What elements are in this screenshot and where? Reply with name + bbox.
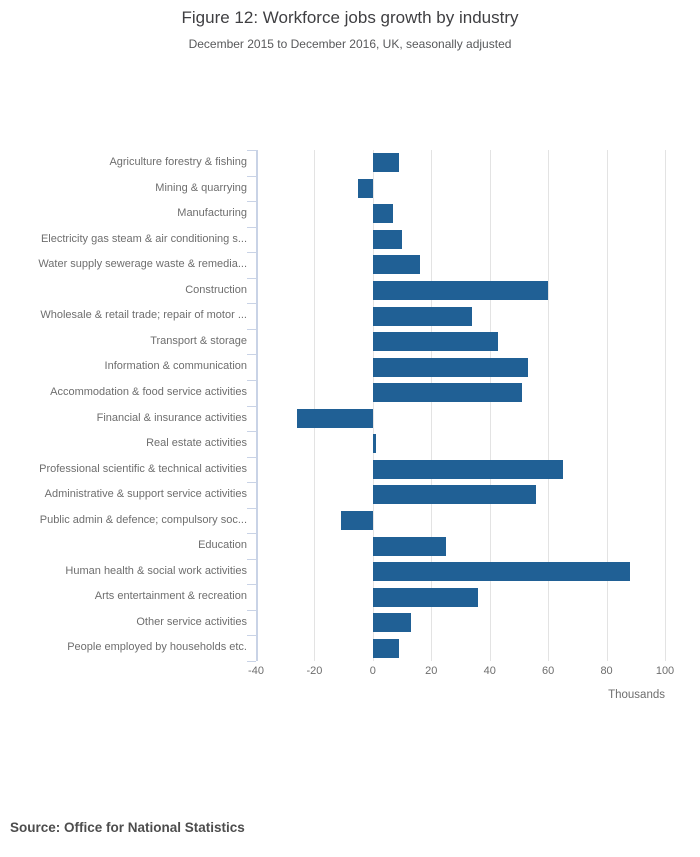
bar <box>372 434 376 454</box>
y-axis-tick <box>247 456 256 458</box>
category-label: Public admin & defence; compulsory soc..… <box>39 513 247 526</box>
x-tick-label: -40 <box>248 665 264 677</box>
x-tick-label: 60 <box>542 665 555 677</box>
x-axis-title: Thousands <box>608 689 665 701</box>
category-label: Financial & insurance activities <box>96 411 247 424</box>
y-axis-tick <box>247 226 256 228</box>
category-label: Real estate activities <box>146 437 247 450</box>
bar <box>372 536 446 556</box>
category-label: Water supply sewerage waste & remedia... <box>38 258 247 271</box>
y-axis-tick <box>247 175 256 177</box>
y-axis-tick <box>247 303 256 305</box>
category-label: People employed by households etc. <box>67 641 247 654</box>
bar <box>372 332 499 352</box>
y-axis-tick <box>247 277 256 279</box>
x-tick-label: 80 <box>600 665 613 677</box>
bar <box>372 229 403 249</box>
category-label: Manufacturing <box>177 207 247 220</box>
x-tick-label: 0 <box>369 665 376 677</box>
x-tick-label: -20 <box>306 665 323 677</box>
category-axis-labels: Agriculture forestry & fishing Mining & q… <box>0 150 247 661</box>
gridline-x-40 <box>489 150 491 661</box>
category-label: Agriculture forestry & fishing <box>109 156 247 168</box>
bar <box>372 281 549 301</box>
y-axis-tick <box>247 379 256 381</box>
gridline-x-80 <box>606 150 608 661</box>
y-axis-tick <box>247 507 256 509</box>
category-label: Human health & social work activities <box>65 564 247 577</box>
y-axis-tick <box>247 661 256 662</box>
bar <box>340 510 373 530</box>
bar <box>372 638 400 658</box>
category-label: Transport & storage <box>150 334 247 347</box>
source-attribution: Source: Office for National Statistics <box>10 820 245 835</box>
gridline-x-60 <box>548 150 550 661</box>
chart-title: Figure 12: Workforce jobs growth by indu… <box>181 8 519 27</box>
x-tick-label: 100 <box>655 665 675 677</box>
gridline-x-100 <box>665 150 666 661</box>
y-axis-tick <box>247 482 256 484</box>
plot-area <box>247 150 666 662</box>
y-axis-line <box>256 150 258 661</box>
category-label: Wholesale & retail trade; repair of moto… <box>40 309 247 322</box>
bar <box>296 408 373 428</box>
y-axis-tick <box>247 533 256 535</box>
bar <box>372 485 537 505</box>
category-label: Mining & quarrying <box>155 181 247 194</box>
category-label: Arts entertainment & recreation <box>94 590 247 603</box>
x-tick-label: 40 <box>483 665 496 677</box>
category-label: Construction <box>185 283 247 296</box>
category-label: Professional scientific & technical acti… <box>39 462 247 475</box>
gridline-x--20 <box>314 150 316 661</box>
y-axis-tick <box>247 354 256 356</box>
bar <box>358 178 373 198</box>
y-axis-tick <box>247 252 256 254</box>
bar <box>372 357 528 377</box>
bar <box>372 613 411 633</box>
x-tick-label: 20 <box>425 665 438 677</box>
y-axis-tick <box>247 150 256 151</box>
y-axis-tick <box>247 635 256 637</box>
y-axis-tick <box>247 609 256 611</box>
chart-subtitle: December 2015 to December 2016, UK, seas… <box>188 37 512 51</box>
bar <box>372 255 420 275</box>
bar <box>372 562 630 582</box>
category-label: Education <box>198 539 247 552</box>
gridline-x-0 <box>372 150 374 661</box>
bar <box>372 306 473 326</box>
y-axis-tick <box>247 405 256 407</box>
bar <box>372 587 478 607</box>
bar <box>372 204 394 224</box>
y-axis-tick <box>247 558 256 560</box>
category-label: Accommodation & food service activities <box>50 385 247 398</box>
bar <box>372 459 563 479</box>
gridline-x-20 <box>431 150 433 661</box>
category-label: Electricity gas steam & air conditioning… <box>40 232 247 245</box>
category-label: Other service activities <box>136 615 247 628</box>
y-axis-tick <box>247 328 256 330</box>
y-axis-tick <box>247 201 256 203</box>
bar <box>372 383 522 403</box>
x-axis-tick-labels: -40 -20 0 20 40 60 80 100 <box>248 665 674 679</box>
category-label: Administrative & support service activit… <box>44 488 247 501</box>
bar <box>372 153 400 173</box>
category-label: Information & communication <box>104 360 247 373</box>
y-axis-tick <box>247 431 256 433</box>
y-axis-tick <box>247 584 256 586</box>
